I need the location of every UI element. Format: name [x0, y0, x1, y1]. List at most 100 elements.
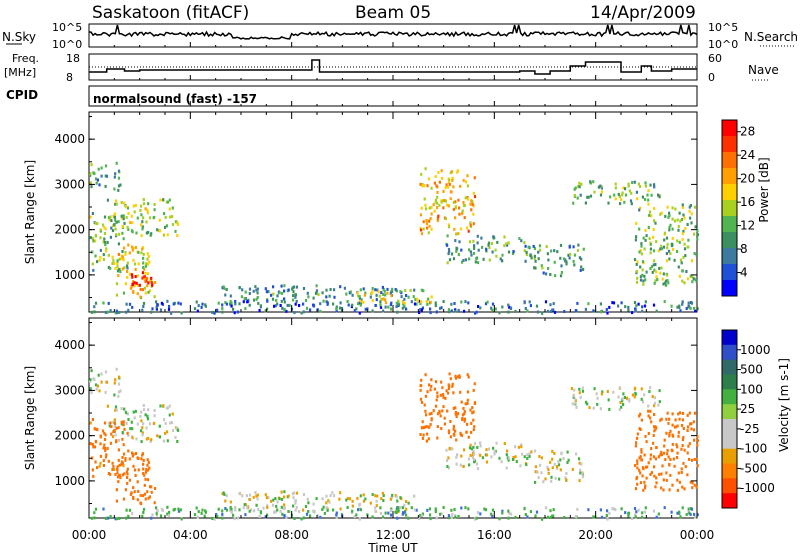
echo-cell — [635, 263, 638, 266]
echo-cell — [454, 429, 457, 433]
echo-cell — [125, 310, 128, 314]
echo-cell — [333, 295, 336, 299]
echo-cell — [608, 305, 611, 309]
echo-cell — [665, 236, 669, 240]
echo-cell — [232, 513, 235, 517]
echo-cell — [96, 466, 99, 470]
echo-cell — [294, 302, 297, 306]
echo-cell — [294, 293, 297, 297]
echo-cell — [623, 396, 626, 399]
echo-cell — [628, 399, 631, 403]
power-echo-cells — [89, 161, 699, 315]
echo-cell — [665, 478, 668, 482]
echo-cell — [614, 197, 617, 201]
echo-cell — [379, 506, 382, 510]
echo-cell — [106, 516, 110, 520]
echo-cell — [153, 501, 156, 505]
echo-cell — [469, 221, 472, 225]
echo-cell — [387, 305, 390, 309]
velocity-colorbar-label: Velocity [m s-1] — [777, 358, 791, 452]
echo-cell — [312, 502, 315, 506]
echo-cell — [147, 202, 150, 206]
echo-cell — [444, 396, 447, 400]
echo-cell — [433, 209, 436, 213]
echo-cell — [686, 429, 689, 432]
echo-cell — [601, 390, 604, 394]
echo-cell — [550, 475, 553, 479]
echo-cell — [600, 190, 604, 194]
echo-cell — [131, 427, 134, 431]
echo-cell — [683, 448, 686, 452]
echo-cell — [553, 310, 557, 314]
echo-cell — [116, 259, 119, 263]
echo-cell — [102, 258, 105, 261]
echo-cell — [126, 206, 129, 210]
echo-cell — [96, 222, 99, 226]
echo-cell — [117, 169, 121, 173]
echo-cell — [109, 515, 112, 518]
echo-cell — [574, 309, 577, 312]
echo-cell — [395, 511, 398, 515]
echo-cell — [104, 516, 107, 520]
echo-cell — [221, 512, 224, 516]
echo-cell — [399, 505, 402, 509]
echo-cell — [619, 202, 622, 206]
echo-cell — [150, 490, 153, 494]
echo-cell — [355, 513, 358, 517]
sky-tick-bottom: 10^0 — [52, 38, 82, 51]
echo-cell — [669, 223, 672, 227]
echo-cell — [124, 282, 127, 286]
echo-cell — [461, 260, 464, 264]
echo-cell — [133, 490, 136, 494]
echo-cell — [633, 507, 637, 510]
echo-cell — [551, 466, 554, 470]
echo-cell — [89, 379, 92, 383]
echo-cell — [131, 275, 134, 279]
echo-cell — [609, 195, 612, 199]
echo-cell — [418, 311, 421, 314]
echo-cell — [438, 180, 441, 184]
echo-cell — [121, 267, 124, 271]
echo-cell — [111, 255, 114, 259]
echo-cell — [103, 232, 107, 235]
echo-cell — [547, 267, 550, 270]
echo-cell — [580, 462, 583, 466]
echo-cell — [150, 276, 153, 280]
y-tick-label: 2000 — [54, 429, 85, 443]
echo-cell — [557, 460, 560, 464]
x-tick-label: 08:00 — [274, 528, 309, 542]
echo-cell — [439, 512, 442, 516]
echo-cell — [640, 387, 643, 391]
echo-cell — [176, 440, 179, 443]
echo-cell — [472, 418, 475, 422]
echo-cell — [147, 230, 150, 234]
echo-cell — [454, 411, 457, 414]
echo-cell — [121, 255, 124, 259]
echo-cell — [335, 513, 338, 517]
echo-cell — [148, 216, 152, 220]
echo-cell — [676, 478, 679, 482]
echo-cell — [633, 387, 636, 391]
echo-cell — [573, 402, 576, 406]
echo-cell — [274, 510, 277, 514]
echo-cell — [169, 421, 172, 425]
echo-cell — [132, 495, 135, 499]
echo-cell — [668, 434, 671, 438]
echo-cell — [473, 382, 476, 386]
echo-cell — [554, 274, 557, 278]
echo-cell — [267, 290, 270, 294]
echo-cell — [100, 166, 103, 170]
echo-cell — [679, 515, 682, 519]
echo-cell — [287, 288, 290, 292]
echo-cell — [364, 291, 367, 295]
echo-cell — [254, 491, 257, 495]
echo-cell — [535, 304, 539, 308]
echo-cell — [419, 302, 422, 306]
echo-cell — [638, 468, 641, 472]
echo-cell — [155, 305, 158, 309]
echo-cell — [649, 210, 652, 214]
echo-cell — [160, 301, 163, 305]
echo-cell — [371, 515, 374, 519]
echo-cell — [382, 515, 385, 519]
echo-cell — [92, 171, 95, 175]
